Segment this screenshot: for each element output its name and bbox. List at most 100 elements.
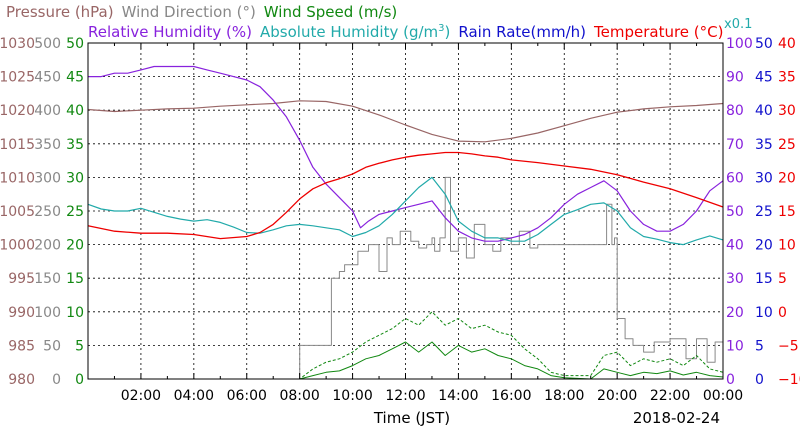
y-tick-temperature: 5 (778, 271, 787, 287)
y-tick-wind-speed: 50 (66, 36, 84, 52)
y-tick-wind-speed: 30 (66, 170, 84, 186)
y-tick-rain-rate: 25 (755, 204, 773, 220)
y-tick-relative-humidity: 90 (726, 70, 744, 86)
y-tick-wind-direction: 300 (34, 170, 61, 186)
y-tick-pressure: 1000 (0, 238, 35, 254)
y-tick-wind-direction: 200 (34, 238, 61, 254)
x-tick-label: 10:00 (332, 388, 372, 404)
x-tick-label: 16:00 (491, 388, 531, 404)
axes: 1030102510201015101010051000995990985980… (0, 36, 800, 388)
y-tick-pressure: 1025 (0, 70, 35, 86)
y-tick-relative-humidity: 100 (726, 36, 753, 52)
y-tick-rain-rate: 35 (755, 137, 773, 153)
series-line-pressure-hpa (87, 100, 724, 143)
y-tick-wind-direction: 50 (43, 338, 61, 354)
y-tick-wind-direction: 100 (34, 305, 61, 321)
legend-item: Wind Direction (°) (122, 3, 256, 21)
y-tick-rain-rate: 15 (755, 271, 773, 287)
y-tick-wind-speed: 20 (66, 238, 84, 254)
y-tick-temperature: 0 (778, 305, 787, 321)
x-tick-label: 06:00 (227, 388, 267, 404)
y-tick-relative-humidity: 80 (726, 103, 744, 119)
y-tick-temperature: 10 (778, 238, 796, 254)
x-tick-label: 22:00 (650, 388, 690, 404)
y-tick-relative-humidity: 0 (726, 372, 735, 388)
y-tick-pressure: 980 (8, 372, 35, 388)
y-tick-rain-rate: 20 (755, 238, 773, 254)
multiplier-label: x0.1 (724, 17, 752, 32)
legend-item-close: ) (445, 23, 451, 41)
y-tick-relative-humidity: 30 (726, 271, 744, 287)
y-tick-wind-speed: 45 (66, 70, 84, 86)
y-tick-relative-humidity: 10 (726, 338, 744, 354)
y-tick-wind-direction: 150 (34, 271, 61, 287)
series-line-absolute-humidity-g-m3 (87, 176, 724, 246)
y-tick-rain-rate: 10 (755, 305, 773, 321)
legend-item: Pressure (hPa) (6, 3, 114, 21)
y-tick-wind-speed: 40 (66, 103, 84, 119)
y-tick-temperature: 25 (778, 137, 796, 153)
y-tick-rain-rate: 5 (755, 338, 764, 354)
y-tick-pressure: 985 (8, 338, 35, 354)
series-line-relative-humidity (88, 65, 724, 242)
y-tick-temperature: 35 (778, 70, 796, 86)
y-tick-relative-humidity: 60 (726, 170, 744, 186)
series-line-wind-speed-m-s (88, 341, 724, 380)
legend-item: Wind Speed (m/s) (264, 3, 397, 21)
y-tick-rain-rate: 0 (755, 372, 764, 388)
y-tick-wind-speed: 10 (66, 305, 84, 321)
y-tick-relative-humidity: 70 (726, 137, 744, 153)
legend-superscript: 3 (438, 23, 444, 34)
x-tick-label: 00:00 (703, 388, 743, 404)
y-tick-rain-rate: 40 (755, 103, 773, 119)
y-tick-temperature: 20 (778, 170, 796, 186)
y-tick-temperature: −10 (778, 372, 800, 388)
y-tick-pressure: 1010 (0, 170, 35, 186)
legend: Pressure (hPa) Wind Direction (°) Wind Spe… (6, 3, 752, 41)
y-tick-pressure: 1030 (0, 36, 35, 52)
series-line-wind-speed-gust-m-s (88, 311, 724, 380)
y-tick-wind-direction: 0 (52, 372, 61, 388)
x-tick-label: 08:00 (279, 388, 319, 404)
y-tick-temperature: 30 (778, 103, 796, 119)
y-tick-pressure: 995 (8, 271, 35, 287)
legend-item: Relative Humidity (%) (88, 23, 252, 41)
y-tick-rain-rate: 50 (755, 36, 773, 52)
y-tick-wind-speed: 0 (75, 372, 84, 388)
y-tick-wind-speed: 5 (75, 338, 84, 354)
y-tick-wind-speed: 35 (66, 137, 84, 153)
y-tick-relative-humidity: 40 (726, 238, 744, 254)
y-tick-rain-rate: 30 (755, 170, 773, 186)
y-tick-temperature: −5 (778, 338, 799, 354)
x-tick-label: 12:00 (385, 388, 425, 404)
series-layer (87, 65, 724, 380)
date-label: 2018-02-24 (633, 409, 720, 427)
x-tick-label: 18:00 (544, 388, 584, 404)
x-axis: 02:00 04:00 06:00 08:00 10:00 12:00 14:00 16:00… (113, 43, 743, 404)
y-tick-rain-rate: 45 (755, 70, 773, 86)
grid (88, 43, 723, 379)
y-tick-wind-speed: 25 (66, 204, 84, 220)
series-line-temperature-c (87, 151, 724, 240)
legend-row: Pressure (hPa) Wind Direction (°) Wind Spe… (6, 3, 397, 21)
series-line-wind-direction (88, 176, 724, 380)
y-tick-wind-speed: 15 (66, 271, 84, 287)
y-tick-temperature: 40 (778, 36, 796, 52)
y-tick-pressure: 1005 (0, 204, 35, 220)
legend-item: Absolute Humidity (g/m (260, 23, 438, 41)
legend-row: Relative Humidity (%) Absolute Humidity (… (88, 23, 723, 41)
x-tick-label: 14:00 (438, 388, 478, 404)
y-tick-pressure: 1015 (0, 137, 35, 153)
y-tick-pressure: 990 (8, 305, 35, 321)
x-axis-label: Time (JST) (373, 409, 450, 427)
y-tick-wind-direction: 350 (34, 137, 61, 153)
legend-item: Rain Rate(mm/h) (458, 23, 586, 41)
legend-item: Temperature (°C) (593, 23, 723, 41)
x-tick-label: 04:00 (174, 388, 214, 404)
y-tick-relative-humidity: 50 (726, 204, 744, 220)
y-tick-temperature: 15 (778, 204, 796, 220)
y-tick-pressure: 1020 (0, 103, 35, 119)
y-tick-wind-direction: 450 (34, 70, 61, 86)
y-tick-relative-humidity: 20 (726, 305, 744, 321)
